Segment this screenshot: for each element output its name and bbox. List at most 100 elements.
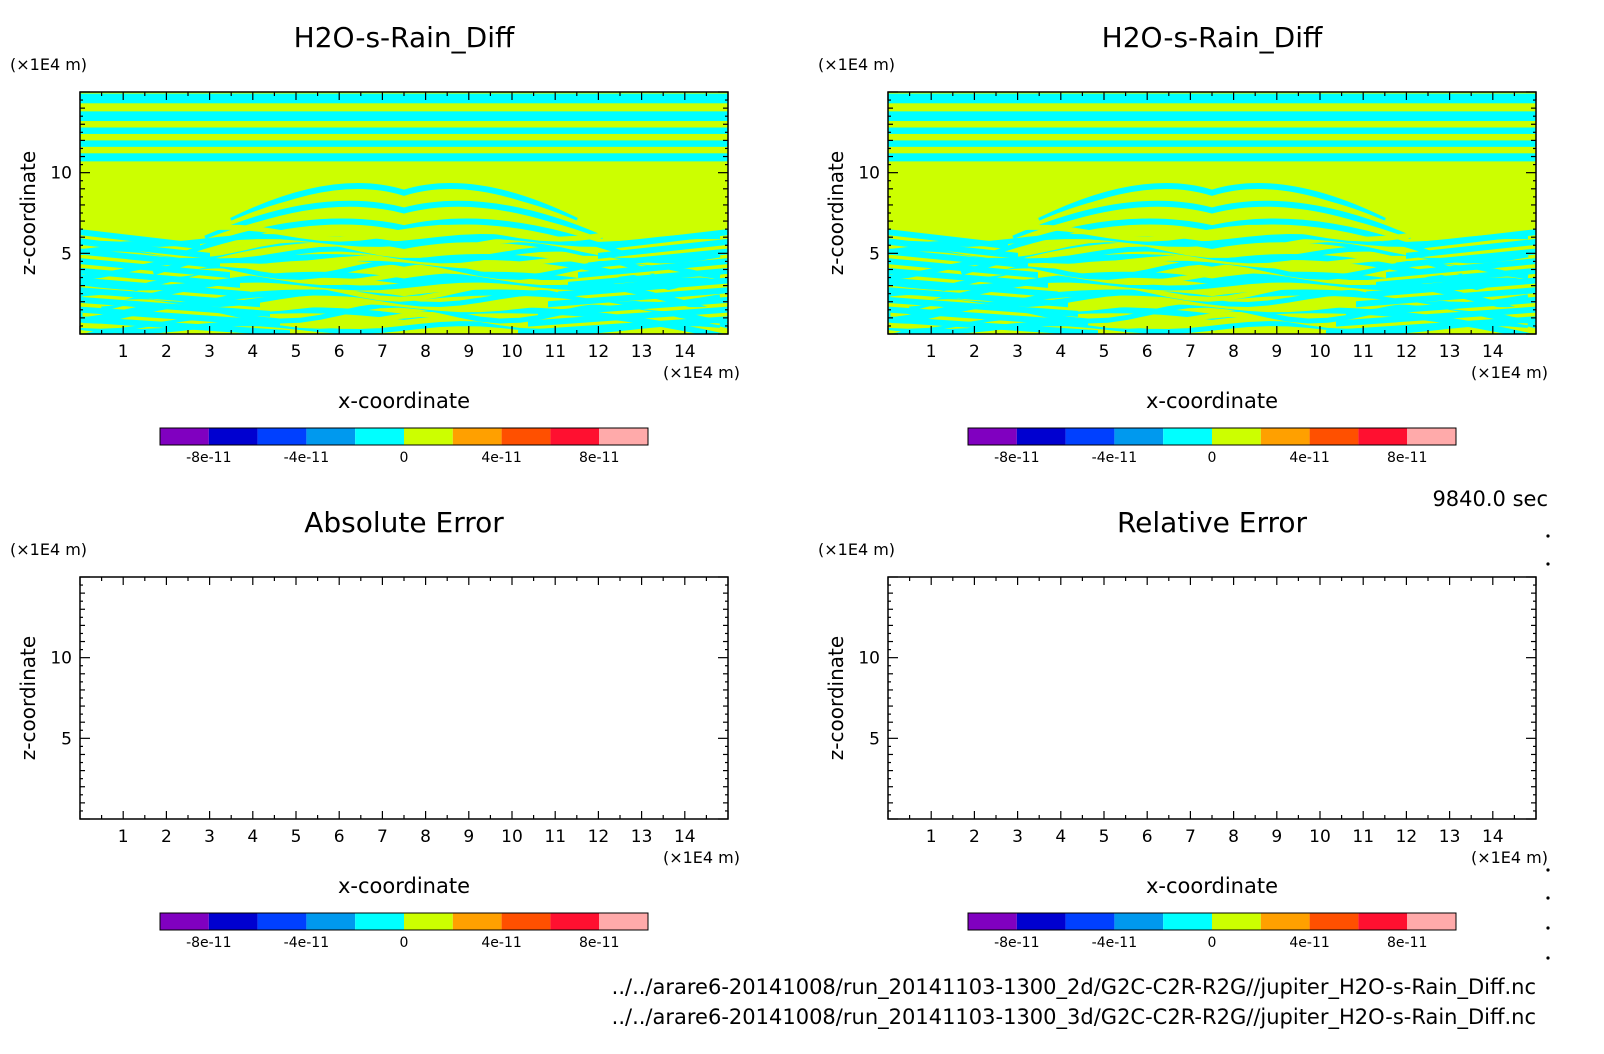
colorbar-swatch xyxy=(550,428,600,445)
colorbar-frame xyxy=(159,912,649,931)
slope-band-right xyxy=(568,267,728,288)
colorbar-swatch xyxy=(257,913,307,930)
slope-band-left xyxy=(888,258,1038,279)
x-tick-label: 14 xyxy=(1482,342,1504,362)
x-unit-label: (×1E4 m) xyxy=(663,848,740,867)
colorbar-swatch xyxy=(1016,428,1066,445)
colorbar-swatch xyxy=(1407,428,1456,445)
upper-band xyxy=(80,111,728,122)
x-tick-label: 1 xyxy=(926,827,937,847)
plot-title: Relative Error xyxy=(1117,506,1308,539)
y-tick-label: 5 xyxy=(61,244,72,264)
plot-area xyxy=(888,577,1536,819)
upper-band xyxy=(888,111,1536,122)
x-tick-label: 10 xyxy=(1309,827,1331,847)
x-tick-label: 6 xyxy=(1142,342,1153,362)
panel-4: Relative Error (×1E4 m) (×1E4 m) z-coordina… xyxy=(818,506,1548,951)
x-tick-label: 3 xyxy=(204,827,215,847)
plot-title: H2O-s-Rain_Diff xyxy=(294,21,515,54)
x-tick-label: 8 xyxy=(1228,342,1239,362)
y-tick-label: 5 xyxy=(869,244,880,264)
y-axis-label: z-coordinate xyxy=(824,636,848,760)
x-tick-label: 3 xyxy=(1012,342,1023,362)
source-file-3d: ../../arare6-20141008/run_20141103-1300_… xyxy=(611,1005,1536,1029)
x-tick-label: 13 xyxy=(631,342,653,362)
contour-field xyxy=(888,92,1536,334)
slope-band-left xyxy=(888,248,1028,269)
colorbar-swatch xyxy=(160,428,209,445)
colorbar-swatch xyxy=(1114,428,1164,445)
colorbar: -8e-11 -4e-11 0 4e-11 8e-11 xyxy=(159,912,649,951)
slope-band-right xyxy=(1366,277,1536,298)
x-tick-label: 12 xyxy=(1396,342,1418,362)
colorbar-swatch xyxy=(160,913,209,930)
slope-band-right xyxy=(578,258,728,279)
slope-band-right xyxy=(1346,296,1536,317)
colorbar-tick-label: -8e-11 xyxy=(994,935,1039,951)
colorbar-tick-label: 4e-11 xyxy=(1289,450,1329,466)
slope-band-right xyxy=(518,316,728,334)
x-unit-label: (×1E4 m) xyxy=(663,363,740,382)
upper-band xyxy=(888,127,1536,134)
y-axis-label: z-coordinate xyxy=(16,636,40,760)
colorbar-swatch xyxy=(968,428,1017,445)
colorbar-swatch xyxy=(306,913,356,930)
colorbar-swatch xyxy=(1309,913,1359,930)
x-tick-label: 10 xyxy=(501,827,523,847)
colorbar-swatch xyxy=(599,428,648,445)
colorbar-swatch xyxy=(501,913,551,930)
colorbar: -8e-11 -4e-11 0 4e-11 8e-11 xyxy=(159,427,649,466)
slope-band-right xyxy=(598,238,728,259)
colorbar-frame xyxy=(967,912,1457,931)
lower-band xyxy=(888,224,1529,242)
slope-band-left xyxy=(80,287,260,308)
x-tick-label: 6 xyxy=(334,827,345,847)
lower-band xyxy=(888,299,1529,313)
colorbar-swatch xyxy=(1163,913,1212,930)
colorbar-tick-label: 8e-11 xyxy=(1387,935,1427,951)
colorbar: -8e-11 -4e-11 0 4e-11 8e-11 xyxy=(967,912,1457,951)
mountain-band xyxy=(80,298,728,334)
colorbar-swatch xyxy=(599,913,648,930)
y-tick-label: 10 xyxy=(50,164,72,184)
x-tick-label: 11 xyxy=(1352,342,1374,362)
x-tick-label: 4 xyxy=(247,827,258,847)
mountain-band xyxy=(1038,183,1386,224)
x-tick-label: 13 xyxy=(631,827,653,847)
x-axis-label: x-coordinate xyxy=(1146,874,1278,898)
x-tick-label: 9 xyxy=(463,827,474,847)
x-tick-label: 10 xyxy=(501,342,523,362)
mountain-band xyxy=(1025,191,1399,233)
x-tick-label: 6 xyxy=(334,342,345,362)
x-tick-label: 7 xyxy=(1185,827,1196,847)
y-tick-label: 10 xyxy=(858,164,880,184)
x-tick-label: 3 xyxy=(204,342,215,362)
colorbar-swatch xyxy=(1065,913,1115,930)
slope-band-left xyxy=(888,267,1048,288)
colorbar-tick-label: -8e-11 xyxy=(186,450,231,466)
y-axis-label: z-coordinate xyxy=(16,151,40,275)
colorbar-tick-label: 8e-11 xyxy=(1387,450,1427,466)
colorbar-tick-label: -4e-11 xyxy=(1092,450,1137,466)
x-tick-label: 1 xyxy=(926,342,937,362)
slope-band-right xyxy=(558,277,728,298)
x-tick-label: 2 xyxy=(161,827,172,847)
colorbar-tick-label: -4e-11 xyxy=(284,935,329,951)
colorbar-tick-label: 8e-11 xyxy=(579,935,619,951)
x-tick-label: 2 xyxy=(969,342,980,362)
slope-band-right xyxy=(548,287,728,308)
upper-band xyxy=(80,140,728,147)
y-tick-label: 10 xyxy=(858,649,880,669)
x-axis-label: x-coordinate xyxy=(1146,389,1278,413)
x-tick-label: 12 xyxy=(588,342,610,362)
slope-band-left xyxy=(80,238,210,259)
slope-band-left xyxy=(888,316,1098,334)
mountain-band xyxy=(1012,200,1412,242)
colorbar-swatch xyxy=(1163,428,1212,445)
slope-band-right xyxy=(588,248,728,269)
x-tick-label: 4 xyxy=(247,342,258,362)
colorbar-swatch xyxy=(452,913,502,930)
slope-band-left xyxy=(888,229,1008,250)
x-tick-label: 4 xyxy=(1055,827,1066,847)
x-tick-label: 7 xyxy=(377,342,388,362)
